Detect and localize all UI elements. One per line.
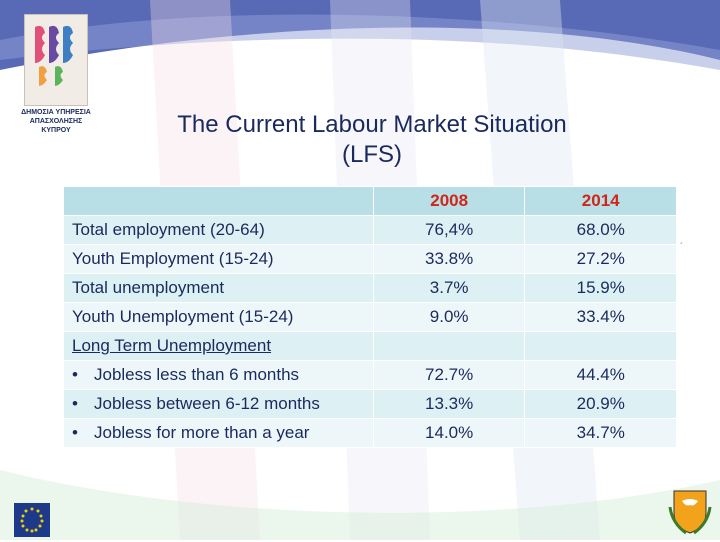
table-row: Youth Unemployment (15-24) 9.0% 33.4% — [63, 302, 677, 332]
value-2014: 27.2% — [524, 244, 677, 274]
value-2008: 3.7% — [372, 273, 526, 303]
title-line-1: The Current Labour Market Situation — [177, 111, 567, 138]
value-2014: 44.4% — [524, 360, 677, 390]
row-label: Jobless between 6-12 months — [94, 394, 320, 413]
table-row: • Jobless less than 6 months 72.7% 44.4% — [63, 360, 677, 390]
eu-flag-icon — [14, 503, 50, 537]
row-label: Youth Unemployment (15-24) — [63, 302, 374, 332]
row-label: Jobless less than 6 months — [94, 365, 300, 384]
logo-mark — [24, 14, 88, 106]
organization-logo: ΔΗΜΟΣΙΑ ΥΠΗΡΕΣΙΑ ΑΠΑΣΧΟΛΗΣΗΣ ΚΥΠΡΟΥ — [18, 12, 94, 134]
header-2008: 2008 — [372, 186, 526, 216]
row-label-bulleted: • Jobless for more than a year — [63, 418, 374, 448]
title-line-2: (LFS) — [342, 141, 402, 168]
bullet-icon: • — [72, 394, 78, 413]
row-label: Youth Employment (15-24) — [63, 244, 374, 274]
logo-faces-icon — [35, 25, 73, 86]
table-row: Youth Employment (15-24) 33.8% 27.2% — [63, 244, 677, 274]
row-label: Total employment (20-64) — [63, 215, 374, 245]
value-2008: 76,4% — [372, 215, 526, 245]
row-label: Total unemployment — [63, 273, 374, 303]
table-row: Total unemployment 3.7% 15.9% — [63, 273, 677, 303]
header-2014: 2014 — [524, 186, 677, 216]
bullet-icon: • — [72, 423, 78, 442]
bullet-icon: • — [72, 365, 78, 384]
header-label — [63, 186, 374, 216]
table-row: • Jobless for more than a year 14.0% 34.7… — [63, 418, 677, 448]
row-label-bulleted: • Jobless less than 6 months — [63, 360, 374, 390]
page-title: The Current Labour Market Situation (LFS… — [100, 110, 644, 170]
table-row: Total employment (20-64) 76,4% 68.0% — [63, 215, 677, 245]
table-header-row: 2008 2014 — [63, 186, 677, 216]
value-2008: 72.7% — [372, 360, 526, 390]
row-label-bulleted: • Jobless between 6-12 months — [63, 389, 374, 419]
value-2008: 14.0% — [372, 418, 526, 448]
value-2014: 20.9% — [524, 389, 677, 419]
value-2008: 13.3% — [372, 389, 526, 419]
cyprus-coat-of-arms-icon — [666, 487, 714, 537]
value-2014: 34.7% — [524, 418, 677, 448]
value-2008: 9.0% — [372, 302, 526, 332]
row-label: Jobless for more than a year — [94, 423, 310, 442]
value-2014: 15.9% — [524, 273, 677, 303]
logo-text: ΔΗΜΟΣΙΑ ΥΠΗΡΕΣΙΑ ΑΠΑΣΧΟΛΗΣΗΣ ΚΥΠΡΟΥ — [21, 109, 91, 134]
value-2008: 33.8% — [372, 244, 526, 274]
value-2014 — [524, 331, 677, 361]
table-row: • Jobless between 6-12 months 13.3% 20.9% — [63, 389, 677, 419]
section-label: Long Term Unemployment — [63, 331, 374, 361]
lfs-table: 2008 2014 Total employment (20-64) 76,4%… — [63, 186, 677, 448]
value-2008 — [372, 331, 526, 361]
value-2014: 33.4% — [524, 302, 677, 332]
value-2014: 68.0% — [524, 215, 677, 245]
decorative-mark: ´ — [680, 242, 684, 253]
table-row: Long Term Unemployment — [63, 331, 677, 361]
